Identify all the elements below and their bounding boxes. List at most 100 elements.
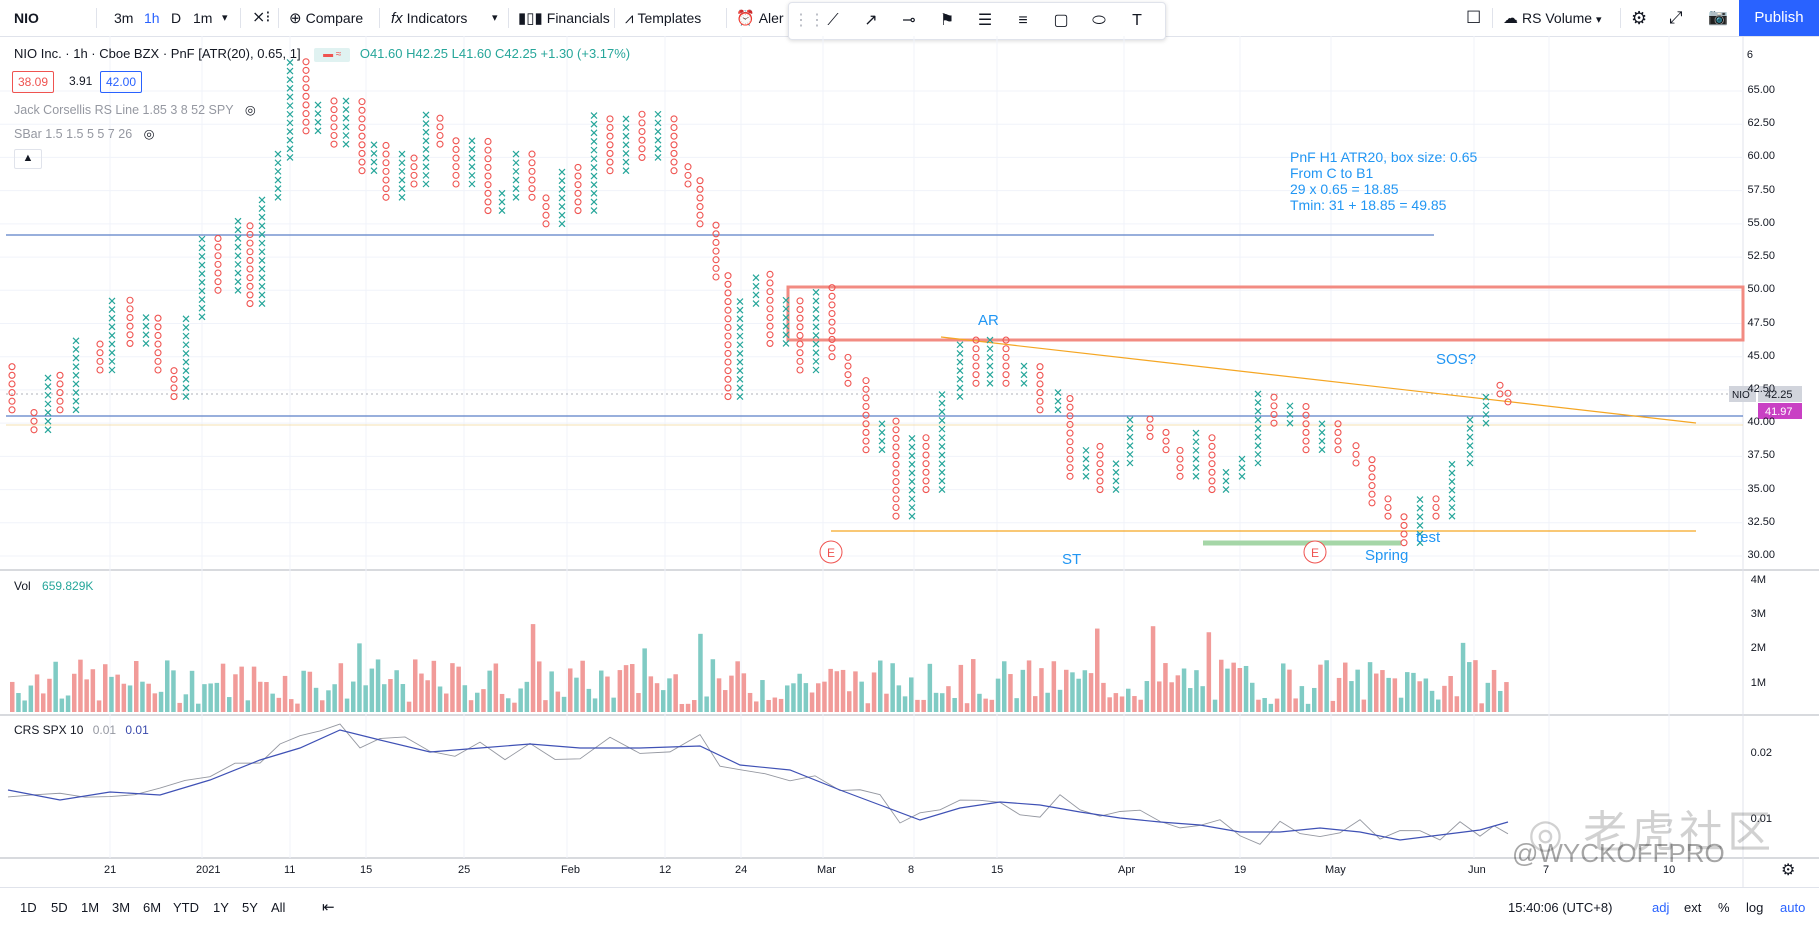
range-all[interactable]: All xyxy=(271,900,286,915)
chevron-down-icon[interactable]: ▾ xyxy=(492,12,498,24)
range-3m[interactable]: 3M xyxy=(112,900,131,915)
pnf-o-box xyxy=(606,115,614,123)
interval-1m[interactable]: 1m xyxy=(193,10,213,26)
interval-d[interactable]: D xyxy=(171,10,182,26)
e-marker[interactable]: E xyxy=(1303,540,1327,564)
clock[interactable]: 15:40:06 (UTC+8) xyxy=(1508,900,1613,915)
spring-label[interactable]: Spring xyxy=(1365,547,1409,564)
eye-off-icon[interactable]: ◎ xyxy=(244,103,256,117)
box-size-note[interactable]: PnF H1 ATR20, box size: 0.65 From C to B… xyxy=(1290,149,1477,213)
ar-label[interactable]: AR xyxy=(978,312,999,329)
percent-toggle[interactable]: % xyxy=(1718,900,1730,915)
date-range-icon[interactable]: ⇤ xyxy=(322,899,335,916)
drag-handle-icon[interactable]: ⋮⋮ xyxy=(793,12,825,29)
pnf-x-box xyxy=(468,180,476,188)
ray-icon[interactable]: ↗ xyxy=(864,12,878,29)
select-checkbox-icon[interactable]: ☐ xyxy=(1466,8,1482,27)
fib-retracement-icon[interactable]: ☰ xyxy=(977,12,993,29)
templates-button[interactable]: ⩘ Templates xyxy=(625,0,701,36)
range-1y[interactable]: 1Y xyxy=(213,900,229,915)
volume-bar xyxy=(462,685,468,712)
range-5d[interactable]: 5D xyxy=(51,900,68,915)
fullscreen-icon[interactable]: ⤢ xyxy=(1669,8,1683,27)
volume-bar xyxy=(1039,668,1044,712)
log-toggle[interactable]: log xyxy=(1746,900,1764,915)
eye-off-icon[interactable]: ◎ xyxy=(143,127,155,141)
ext-toggle[interactable]: ext xyxy=(1684,900,1702,915)
pnf-x-box xyxy=(286,59,294,66)
pnf-o-box xyxy=(1146,415,1154,423)
price-tick: 45.00 xyxy=(1747,349,1775,362)
interval-3m[interactable]: 3m xyxy=(114,10,134,26)
volume-bar xyxy=(574,677,579,712)
symbol-search[interactable]: NIO xyxy=(14,10,39,26)
flag-icon[interactable]: ⚑ xyxy=(939,12,955,29)
volume-bar xyxy=(152,693,158,712)
adj-toggle[interactable]: adj xyxy=(1652,900,1670,915)
test-label[interactable]: test xyxy=(1416,529,1441,546)
rectangle-icon[interactable]: ▢ xyxy=(1053,12,1069,29)
text-tool-icon[interactable]: T xyxy=(1132,12,1142,29)
range-ytd[interactable]: YTD xyxy=(173,900,199,915)
pnf-x-box xyxy=(1416,504,1424,512)
auto-toggle[interactable]: auto xyxy=(1780,900,1806,915)
volume-bar xyxy=(450,663,455,712)
gear-icon[interactable]: ⚙ xyxy=(1631,8,1648,28)
time-tick: 11 xyxy=(284,864,296,876)
camera-icon[interactable]: 📷 xyxy=(1708,9,1728,26)
last-price-tag xyxy=(1758,386,1802,402)
pnf-o-box xyxy=(154,340,162,348)
interval-1h[interactable]: 1h xyxy=(144,10,160,26)
pnf-x-box xyxy=(198,252,206,260)
collapse-legend-button[interactable]: ▲ xyxy=(14,149,42,169)
range-1d[interactable]: 1D xyxy=(20,900,37,915)
time-tick: 19 xyxy=(1234,864,1247,876)
range-5y[interactable]: 5Y xyxy=(242,900,258,915)
volume-bar xyxy=(754,701,759,712)
gear-icon[interactable]: ⚙ xyxy=(1781,862,1796,879)
ellipse-icon[interactable]: ⬭ xyxy=(1092,12,1106,29)
volume-bar xyxy=(964,703,970,712)
time-tick: 7 xyxy=(1543,864,1550,876)
st-label[interactable]: ST xyxy=(1062,551,1082,568)
pnf-o-box xyxy=(246,300,254,308)
pnf-x-box xyxy=(1254,459,1262,467)
chevron-down-icon[interactable]: ▾ xyxy=(222,12,228,24)
e-marker[interactable]: E xyxy=(819,540,843,564)
pnf-o-box xyxy=(246,282,254,290)
publish-button[interactable]: Publish xyxy=(1739,0,1819,36)
pnf-o-box xyxy=(1176,464,1184,472)
indicator-rs-line: Jack Corsellis RS Line 1.85 3 8 52 SPY ◎ xyxy=(14,102,256,117)
time-tick: Jun xyxy=(1468,864,1486,876)
volume-bar xyxy=(103,664,108,712)
pnf-o-box xyxy=(8,406,16,414)
horizontal-ray-icon[interactable]: ⊸ xyxy=(902,12,916,29)
pnf-x-box xyxy=(622,150,630,157)
alert-button[interactable]: ⏰ Aler xyxy=(736,0,784,36)
pnf-x-box xyxy=(1082,446,1090,454)
volume-bar xyxy=(995,678,1001,712)
pnf-o-box xyxy=(922,451,930,459)
volume-bar xyxy=(1144,681,1150,712)
pnf-o-box xyxy=(724,393,732,401)
financials-button[interactable]: ▮▯▮ Financials xyxy=(518,0,610,36)
range-1m[interactable]: 1M xyxy=(81,900,100,915)
chart-type-pnf-icon[interactable]: ⨯⁝ xyxy=(252,9,271,26)
sos-label[interactable]: SOS? xyxy=(1436,351,1477,368)
parallel-channel-icon[interactable]: ≡ xyxy=(1018,12,1028,29)
trend-line-icon[interactable]: ⟋ xyxy=(827,12,839,29)
volume-bar xyxy=(561,696,567,712)
target-zone-rect[interactable] xyxy=(786,285,1745,342)
ask-price[interactable]: 42.00 xyxy=(100,71,143,93)
trend-line[interactable] xyxy=(940,336,1697,424)
pnf-o-box xyxy=(246,230,254,239)
eye-icon[interactable]: ▬ ≈ xyxy=(314,47,351,62)
indicators-button[interactable]: fx Indicators xyxy=(391,0,467,36)
compare-button[interactable]: ⊕ Compare xyxy=(289,0,363,36)
pnf-o-box xyxy=(796,323,804,331)
pnf-o-box xyxy=(126,305,134,313)
rs-volume-button[interactable]: ☁ RS Volume ▾ xyxy=(1503,0,1601,36)
range-6m[interactable]: 6M xyxy=(143,900,162,915)
bid-price[interactable]: 38.09 xyxy=(12,71,55,93)
